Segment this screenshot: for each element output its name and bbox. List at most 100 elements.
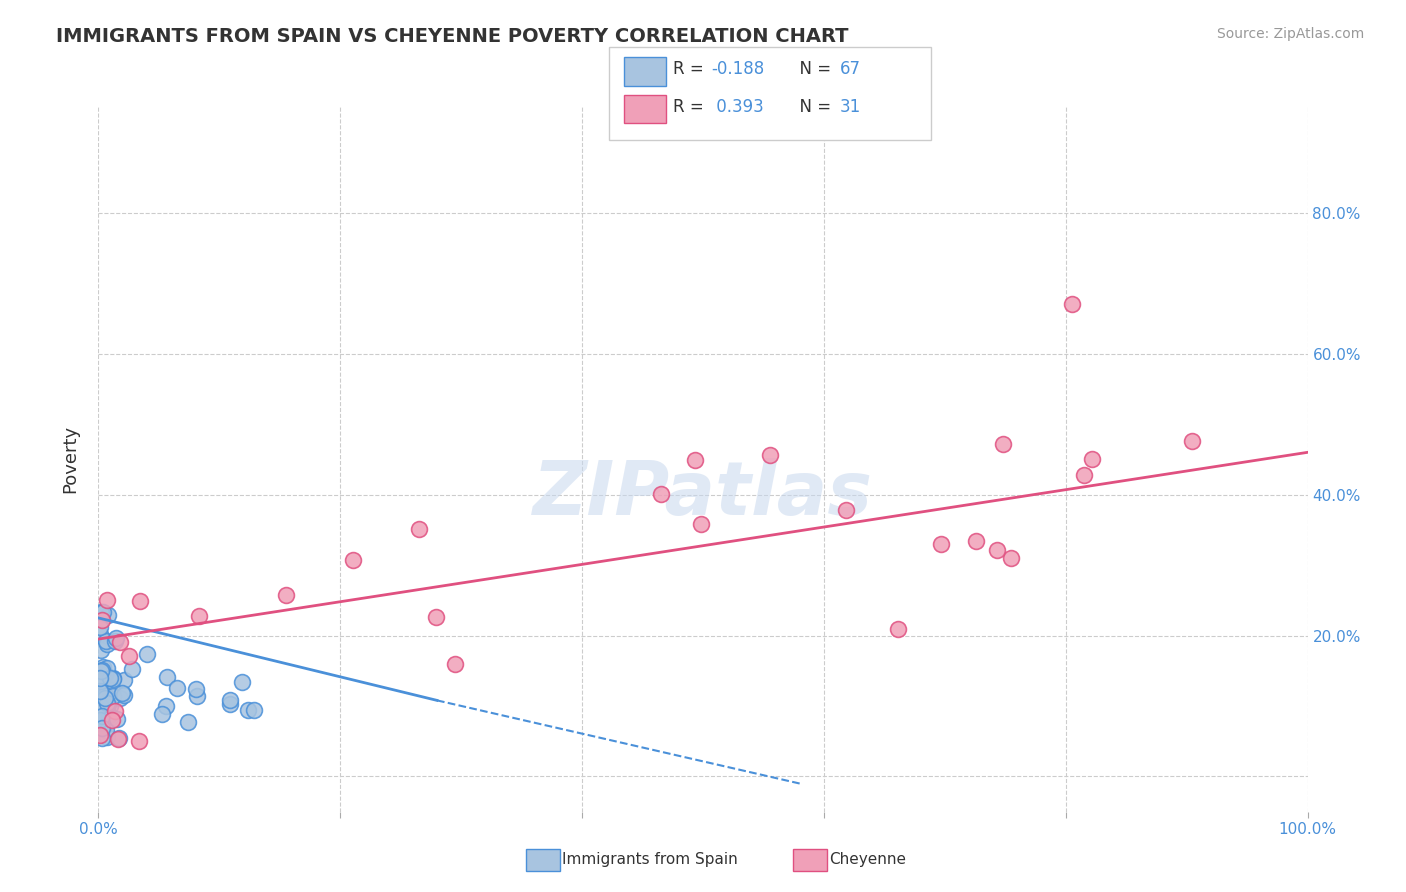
Point bbox=[104, 633, 127, 648]
Point bbox=[650, 487, 672, 501]
Point bbox=[93, 718, 115, 732]
Point bbox=[89, 728, 111, 742]
Point bbox=[89, 699, 111, 714]
Point bbox=[93, 688, 115, 702]
Point bbox=[103, 690, 125, 704]
Point bbox=[177, 715, 200, 730]
Point bbox=[96, 637, 118, 651]
Point bbox=[93, 684, 115, 698]
Point bbox=[425, 610, 447, 624]
Point bbox=[1062, 297, 1084, 311]
Point bbox=[1073, 467, 1095, 482]
Point bbox=[89, 620, 111, 634]
Point bbox=[89, 627, 111, 641]
Text: 67: 67 bbox=[839, 60, 860, 78]
Point bbox=[100, 671, 122, 685]
Point bbox=[150, 707, 173, 722]
Point bbox=[408, 522, 430, 536]
Point bbox=[93, 708, 115, 723]
Point bbox=[274, 588, 297, 602]
Point bbox=[91, 731, 114, 746]
Point bbox=[1081, 451, 1104, 466]
Point bbox=[1181, 434, 1204, 448]
Point bbox=[98, 672, 121, 686]
Point bbox=[89, 684, 111, 698]
Point bbox=[243, 704, 266, 718]
Point bbox=[98, 684, 121, 698]
Point bbox=[96, 723, 118, 738]
Text: -0.188: -0.188 bbox=[711, 60, 765, 78]
Text: IMMIGRANTS FROM SPAIN VS CHEYENNE POVERTY CORRELATION CHART: IMMIGRANTS FROM SPAIN VS CHEYENNE POVERT… bbox=[56, 27, 849, 45]
Point bbox=[107, 731, 129, 746]
Point bbox=[136, 647, 159, 661]
Point bbox=[90, 674, 112, 689]
Text: N =: N = bbox=[789, 98, 837, 116]
Point bbox=[105, 632, 128, 646]
Point bbox=[98, 699, 121, 714]
Point bbox=[96, 696, 118, 710]
Point bbox=[986, 543, 1008, 558]
Point bbox=[187, 608, 209, 623]
Point bbox=[91, 660, 114, 674]
Point bbox=[91, 709, 114, 723]
Point bbox=[887, 622, 910, 636]
Point bbox=[96, 633, 118, 648]
Point bbox=[100, 710, 122, 724]
Point bbox=[90, 643, 112, 657]
Point bbox=[98, 707, 121, 722]
Point bbox=[101, 671, 124, 685]
Point bbox=[342, 553, 364, 567]
Point bbox=[218, 698, 240, 712]
Text: ZIPatlas: ZIPatlas bbox=[533, 458, 873, 531]
Point bbox=[186, 681, 208, 696]
Point bbox=[107, 731, 129, 746]
Point bbox=[155, 699, 177, 714]
Point bbox=[111, 686, 134, 700]
Point bbox=[128, 734, 150, 748]
Y-axis label: Poverty: Poverty bbox=[62, 425, 80, 493]
Text: 0.393: 0.393 bbox=[711, 98, 765, 116]
Point bbox=[101, 683, 124, 698]
Point bbox=[689, 516, 711, 531]
Point bbox=[89, 678, 111, 692]
Point bbox=[991, 436, 1014, 450]
Point bbox=[90, 663, 112, 677]
Point bbox=[186, 689, 208, 703]
Point bbox=[90, 605, 112, 619]
Text: R =: R = bbox=[673, 98, 710, 116]
Point bbox=[929, 536, 952, 550]
Point bbox=[89, 703, 111, 717]
Point bbox=[94, 666, 117, 681]
Point bbox=[108, 691, 131, 706]
Text: Immigrants from Spain: Immigrants from Spain bbox=[562, 853, 738, 867]
Point bbox=[89, 665, 111, 679]
Point bbox=[97, 608, 120, 623]
Point bbox=[1000, 551, 1022, 566]
Point bbox=[89, 713, 111, 727]
Point bbox=[835, 503, 858, 517]
Text: Source: ZipAtlas.com: Source: ZipAtlas.com bbox=[1216, 27, 1364, 41]
Point bbox=[97, 697, 120, 711]
Text: R =: R = bbox=[673, 60, 710, 78]
Point bbox=[166, 681, 188, 696]
Point bbox=[219, 692, 242, 706]
Point bbox=[96, 730, 118, 744]
Point bbox=[444, 657, 467, 671]
Point bbox=[105, 712, 128, 726]
Point bbox=[93, 605, 115, 619]
Point bbox=[118, 648, 141, 663]
Point bbox=[759, 448, 782, 462]
Point bbox=[90, 722, 112, 736]
Point bbox=[96, 592, 118, 607]
Point bbox=[236, 703, 259, 717]
Point bbox=[108, 635, 131, 649]
Point bbox=[89, 672, 111, 686]
Point bbox=[101, 673, 124, 687]
Text: Cheyenne: Cheyenne bbox=[830, 853, 907, 867]
Point bbox=[231, 675, 253, 690]
Point bbox=[91, 613, 114, 627]
Point bbox=[103, 704, 125, 718]
Point bbox=[90, 664, 112, 678]
Point bbox=[89, 713, 111, 727]
Point bbox=[112, 673, 135, 687]
